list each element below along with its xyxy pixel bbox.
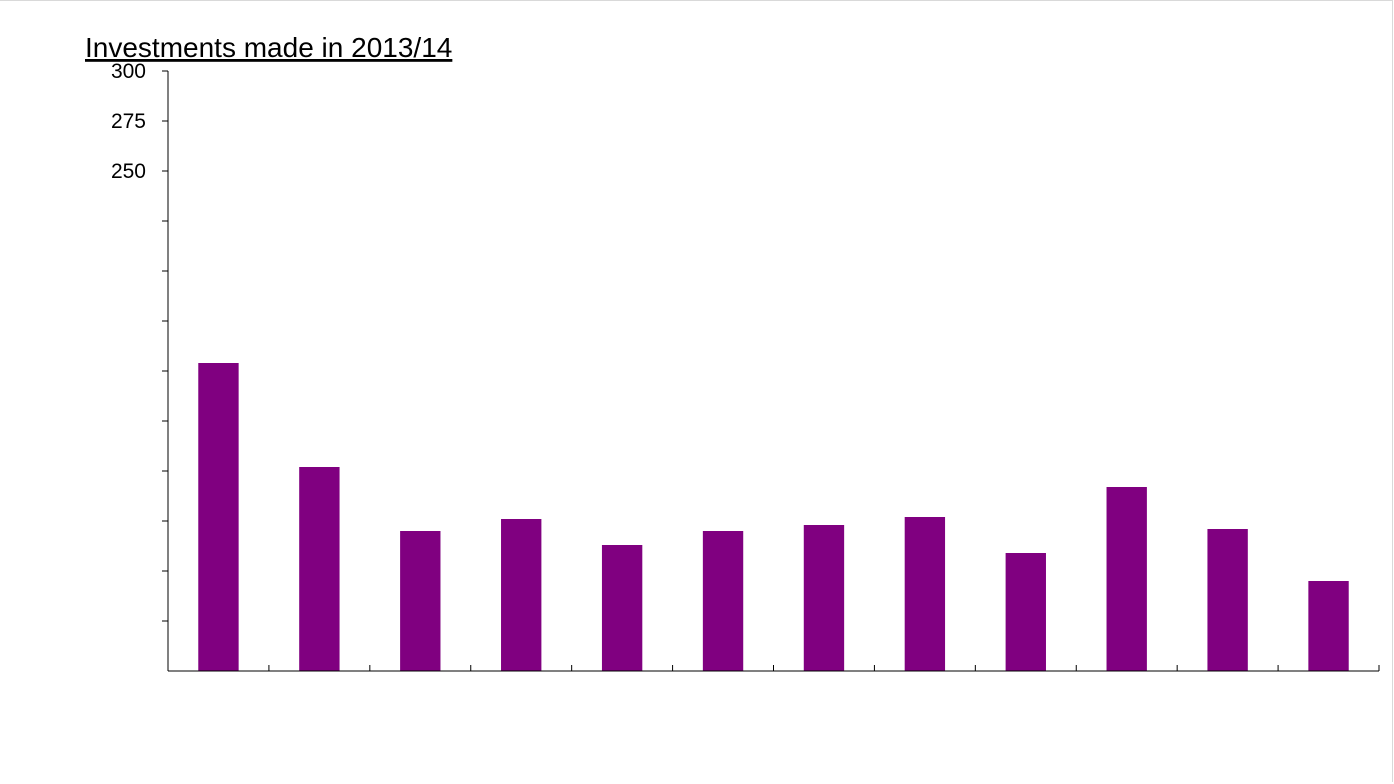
bar [803, 525, 845, 671]
bar [601, 545, 643, 671]
bar [1207, 529, 1248, 671]
bar [501, 519, 542, 671]
y-tick-label: 275 [111, 110, 146, 133]
bar [299, 467, 340, 671]
bar [1106, 487, 1147, 671]
y-tick-label: 250 [111, 160, 146, 183]
bar [1005, 553, 1046, 671]
chart-title: Investments made in 2013/14 [85, 32, 452, 63]
bar [904, 517, 946, 671]
bar [702, 531, 744, 671]
y-tick-label: 300 [111, 60, 146, 83]
bar [1308, 581, 1349, 671]
bar [400, 531, 441, 671]
bar [198, 363, 239, 671]
